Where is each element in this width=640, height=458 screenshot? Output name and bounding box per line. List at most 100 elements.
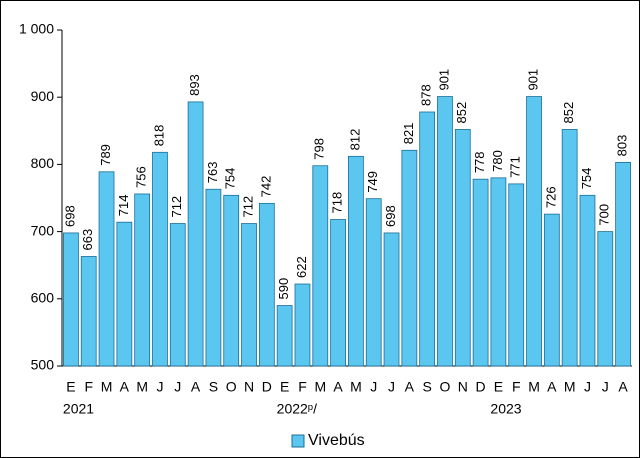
x-tick-label: D bbox=[476, 379, 486, 395]
bar bbox=[365, 198, 382, 367]
bar bbox=[205, 188, 222, 367]
x-tick-label: J bbox=[584, 379, 591, 395]
value-label: 780 bbox=[490, 150, 505, 172]
y-tick-label: 900 bbox=[31, 88, 55, 104]
x-tick-label: M bbox=[564, 379, 576, 395]
legend-label: Vivebús bbox=[308, 432, 365, 449]
value-label: 663 bbox=[80, 229, 95, 251]
bar bbox=[579, 194, 596, 367]
x-tick-label: J bbox=[174, 379, 181, 395]
bar bbox=[437, 96, 453, 367]
bar bbox=[419, 111, 436, 367]
value-label: 818 bbox=[151, 125, 166, 147]
x-tick-label: F bbox=[84, 379, 93, 395]
bar bbox=[169, 223, 186, 367]
x-tick-label: N bbox=[458, 379, 468, 395]
x-tick-label: J bbox=[156, 379, 163, 395]
x-tick-label: A bbox=[405, 379, 415, 395]
value-label: 749 bbox=[365, 171, 380, 193]
bar bbox=[187, 101, 204, 367]
bar bbox=[116, 221, 133, 367]
bar bbox=[294, 283, 311, 367]
bar bbox=[348, 155, 364, 367]
x-tick-label: M bbox=[350, 379, 362, 395]
value-label: 726 bbox=[543, 186, 558, 208]
bar bbox=[401, 149, 418, 367]
year-label: 2023 bbox=[490, 401, 521, 417]
bar bbox=[490, 177, 507, 367]
x-tick-label: O bbox=[440, 379, 451, 395]
bar bbox=[152, 151, 168, 367]
x-tick-label: S bbox=[422, 379, 431, 395]
year-label: 2021 bbox=[63, 401, 94, 417]
bar bbox=[383, 232, 400, 367]
x-tick-label: J bbox=[388, 379, 395, 395]
bar bbox=[63, 232, 79, 367]
value-label: 798 bbox=[312, 138, 327, 160]
bar bbox=[330, 219, 346, 367]
y-tick-label: 800 bbox=[31, 155, 55, 171]
bar bbox=[312, 165, 329, 367]
value-label: 718 bbox=[330, 192, 345, 214]
value-label: 756 bbox=[134, 166, 149, 188]
value-label: 763 bbox=[205, 162, 220, 184]
value-label: 622 bbox=[294, 256, 309, 278]
legend-swatch bbox=[291, 434, 305, 448]
bar bbox=[508, 183, 525, 367]
bar bbox=[134, 193, 151, 367]
y-tick-label: 600 bbox=[31, 290, 55, 306]
x-tick-label: A bbox=[547, 379, 557, 395]
bar bbox=[526, 96, 542, 367]
value-label: 852 bbox=[561, 102, 576, 124]
x-tick-label: J bbox=[602, 379, 609, 395]
x-tick-label: S bbox=[209, 379, 218, 395]
bar bbox=[543, 213, 560, 367]
y-tick-label: 700 bbox=[31, 222, 55, 238]
x-tick-label: M bbox=[314, 379, 326, 395]
bar bbox=[241, 223, 257, 367]
value-label: 742 bbox=[258, 176, 273, 198]
bar bbox=[98, 171, 115, 367]
value-label: 590 bbox=[276, 278, 291, 300]
value-label: 778 bbox=[472, 151, 487, 173]
value-label: 700 bbox=[597, 204, 612, 226]
bar bbox=[615, 161, 631, 367]
value-label: 821 bbox=[401, 123, 416, 145]
x-tick-label: D bbox=[262, 379, 272, 395]
value-label: 714 bbox=[116, 194, 131, 216]
x-tick-label: A bbox=[618, 379, 628, 395]
x-tick-label: O bbox=[226, 379, 237, 395]
value-label: 878 bbox=[419, 84, 434, 106]
value-label: 901 bbox=[436, 69, 451, 91]
bar bbox=[258, 202, 275, 367]
value-label: 803 bbox=[615, 135, 630, 157]
x-tick-label: E bbox=[494, 379, 503, 395]
y-tick-label: 1 000 bbox=[19, 21, 54, 37]
value-label: 698 bbox=[62, 205, 77, 227]
value-label: 712 bbox=[240, 196, 255, 218]
x-tick-label: M bbox=[101, 379, 113, 395]
value-label: 754 bbox=[223, 168, 238, 190]
x-tick-label: E bbox=[66, 379, 75, 395]
value-label: 771 bbox=[508, 156, 523, 178]
x-tick-label: N bbox=[244, 379, 254, 395]
y-tick-label: 500 bbox=[31, 357, 55, 373]
value-label: 754 bbox=[579, 168, 594, 190]
value-label: 698 bbox=[383, 205, 398, 227]
x-tick-label: F bbox=[512, 379, 521, 395]
x-tick-label: J bbox=[370, 379, 377, 395]
bar bbox=[223, 194, 240, 367]
x-tick-label: A bbox=[333, 379, 343, 395]
bar bbox=[80, 256, 97, 367]
x-tick-label: A bbox=[191, 379, 201, 395]
bar bbox=[561, 129, 578, 367]
x-tick-label: M bbox=[136, 379, 148, 395]
bar bbox=[454, 129, 471, 367]
x-tick-label: M bbox=[528, 379, 540, 395]
x-tick-label: A bbox=[120, 379, 130, 395]
value-label: 852 bbox=[454, 102, 469, 124]
x-tick-label: F bbox=[298, 379, 307, 395]
value-label: 789 bbox=[98, 144, 113, 166]
bar bbox=[276, 305, 293, 367]
